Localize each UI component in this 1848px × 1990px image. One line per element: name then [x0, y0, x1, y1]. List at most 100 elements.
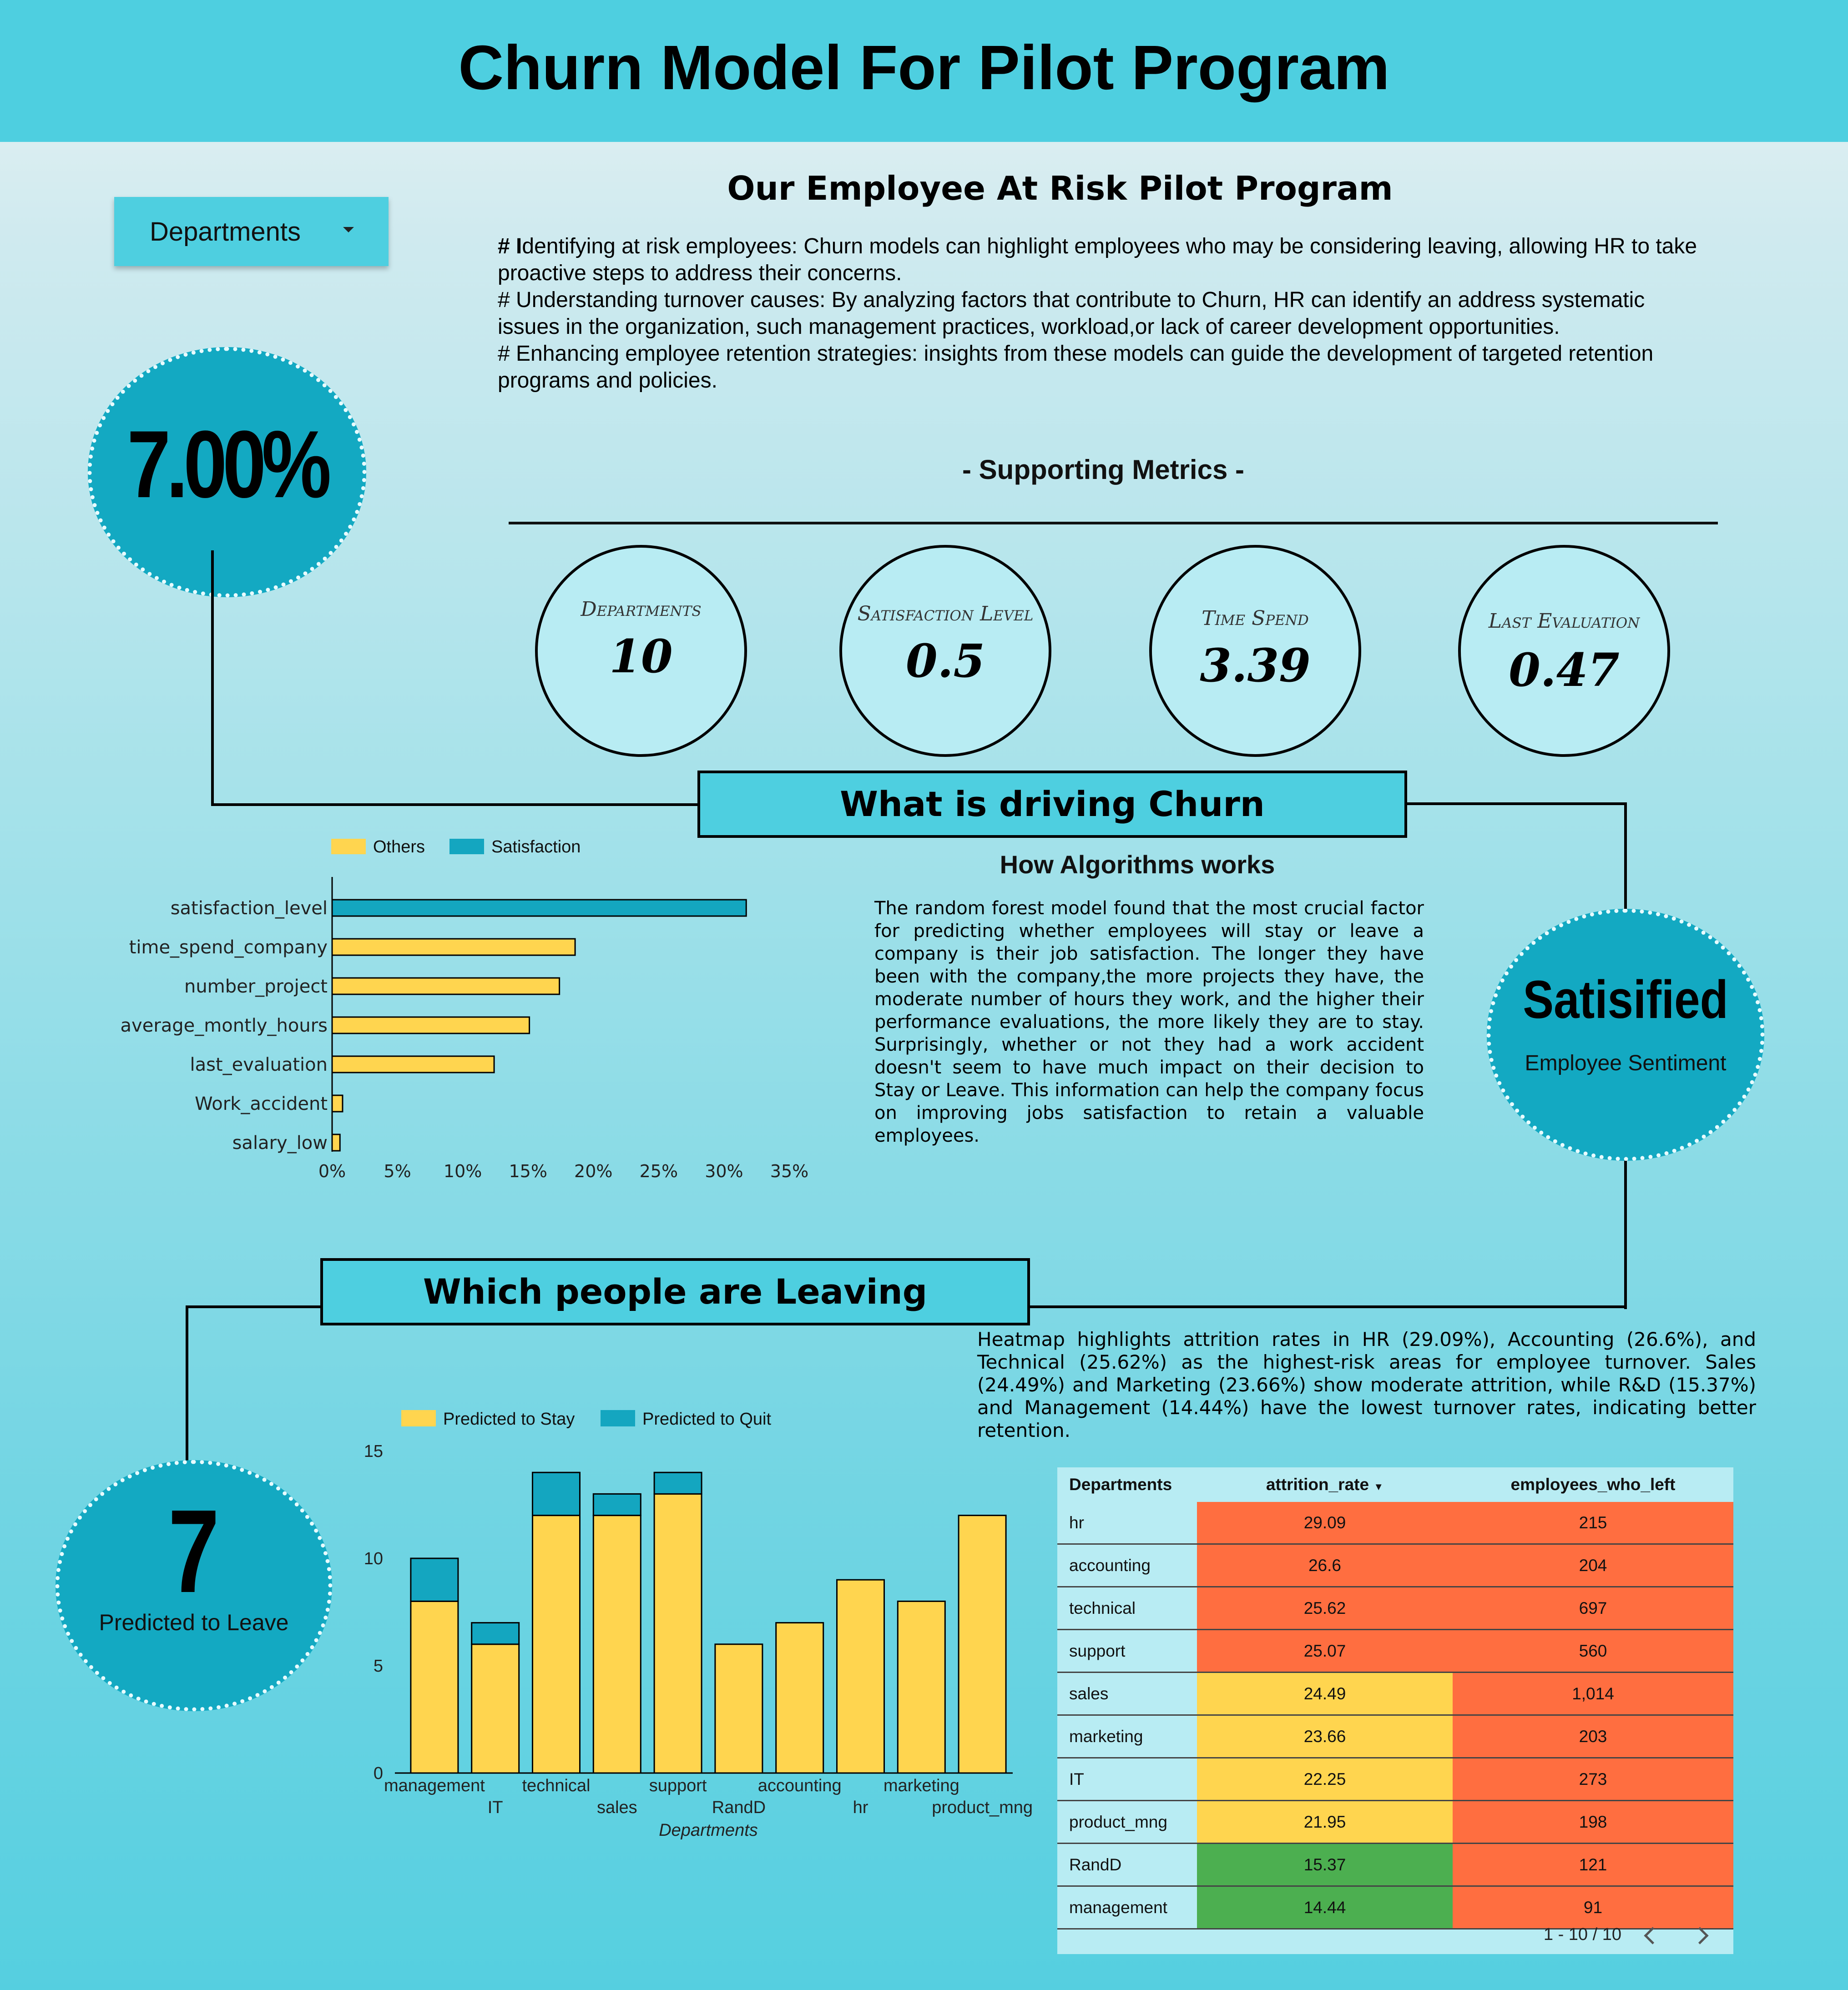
metric-departments: Departments 10 [535, 545, 747, 757]
cell-department: management [1057, 1886, 1197, 1930]
chevron-right-icon[interactable] [1691, 1927, 1709, 1945]
page-title: Churn Model For Pilot Program [458, 33, 1390, 103]
x-tick-label: 20% [574, 1161, 612, 1181]
attrition-table: Departments attrition_rate ▼ employees_w… [1057, 1467, 1733, 1954]
bar-segment [958, 1515, 1007, 1774]
metric-label: Departments [581, 598, 702, 621]
metrics-divider [509, 522, 1718, 524]
sort-desc-icon: ▼ [1373, 1481, 1384, 1492]
program-line-1: # Identifying at risk employees: Churn m… [498, 233, 1703, 287]
table-row: RandD 15.37 121 [1057, 1843, 1733, 1887]
connector-line [1028, 1305, 1627, 1308]
cell-department: product_mng [1057, 1800, 1197, 1844]
heatmap-description: Heatmap highlights attrition rates in HR… [977, 1328, 1756, 1441]
leaving-header: Which people are Leaving [320, 1258, 1030, 1325]
pagination-label: 1 - 10 / 10 [1543, 1925, 1621, 1944]
feature-importance-chart: Others Satisfaction satisfaction_leveltime… [121, 837, 809, 1181]
category-label: salary_low [232, 1133, 328, 1154]
program-description: # Identifying at risk employees: Churn m… [498, 233, 1703, 394]
category-label: average_montly_hours [121, 1015, 328, 1036]
cell-employees-who-left: 215 [1453, 1502, 1733, 1545]
bar-segment [653, 1471, 702, 1495]
bar-segment [532, 1471, 581, 1516]
program-line-text: dentifying at risk employees: Churn mode… [498, 234, 1697, 285]
table-pagination: 1 - 10 / 10 [1057, 1919, 1733, 1954]
table-row: technical 25.62 697 [1057, 1587, 1733, 1630]
chevron-left-icon[interactable] [1644, 1927, 1661, 1945]
cell-attrition-rate: 15.37 [1197, 1843, 1453, 1887]
bar-segment [471, 1622, 520, 1645]
legend-swatch [601, 1410, 635, 1426]
cell-employees-who-left: 121 [1453, 1843, 1733, 1887]
cell-attrition-rate: 26.6 [1197, 1544, 1453, 1587]
bar-segment [592, 1493, 641, 1516]
column-header-employees-who-left[interactable]: employees_who_left [1510, 1475, 1676, 1494]
cell-employees-who-left: 198 [1453, 1800, 1733, 1844]
program-line-lead: # I [498, 234, 522, 258]
bar [331, 1134, 341, 1152]
table-row: product_mng 21.95 198 [1057, 1800, 1733, 1844]
category-label: support [649, 1776, 707, 1795]
metric-value: 10 [609, 630, 673, 683]
cell-employees-who-left: 91 [1453, 1886, 1733, 1930]
cell-attrition-rate: 14.44 [1197, 1886, 1453, 1930]
x-tick-label: 10% [444, 1161, 482, 1181]
metric-value: 3.39 [1200, 639, 1311, 692]
column-header-label: attrition_rate [1266, 1475, 1369, 1494]
churn-rate-value: 7.00% [127, 411, 331, 518]
section-title: What is driving Churn [840, 784, 1265, 824]
cell-employees-who-left: 203 [1453, 1715, 1733, 1758]
legend-swatch [331, 839, 366, 854]
bar [331, 1094, 343, 1113]
category-label: RandD [712, 1798, 766, 1817]
x-tick-label: 35% [770, 1161, 808, 1181]
cell-attrition-rate: 23.66 [1197, 1715, 1453, 1758]
category-label: number_project [184, 976, 328, 997]
cell-employees-who-left: 273 [1453, 1758, 1733, 1801]
x-tick-label: 30% [705, 1161, 743, 1181]
cell-department: hr [1057, 1502, 1197, 1545]
bar-segment [532, 1515, 581, 1774]
y-tick-label: 10 [364, 1549, 383, 1568]
cell-attrition-rate: 29.09 [1197, 1502, 1453, 1545]
cell-department: IT [1057, 1758, 1197, 1801]
bar-segment [471, 1643, 520, 1774]
predicted-leave-label: Predicted to Leave [99, 1610, 289, 1635]
table-header-row: Departments attrition_rate ▼ employees_w… [1057, 1467, 1733, 1502]
cell-employees-who-left: 1,014 [1453, 1672, 1733, 1716]
bar [331, 1016, 530, 1034]
metric-time-spend: Time Spend 3.39 [1149, 545, 1361, 757]
cell-attrition-rate: 24.49 [1197, 1672, 1453, 1716]
department-prediction-chart: Predicted to Stay Predicted to Quit 0 5 10 15… [364, 1410, 1033, 1840]
metric-value: 0.47 [1509, 643, 1620, 697]
table-row: support 25.07 560 [1057, 1629, 1733, 1673]
legend-swatch [449, 839, 484, 854]
x-tick-label: 25% [640, 1161, 678, 1181]
algorithm-description: The random forest model found that the m… [874, 898, 1424, 1146]
predicted-leave-circle [56, 1460, 332, 1711]
table-row: sales 24.49 1,014 [1057, 1672, 1733, 1716]
category-label: IT [488, 1798, 503, 1817]
table-row: management 14.44 91 [1057, 1886, 1733, 1930]
bar-segment [410, 1600, 459, 1774]
dropdown-label: Departments [150, 217, 301, 247]
category-label: Work_accident [195, 1093, 328, 1114]
cell-employees-who-left: 204 [1453, 1544, 1733, 1587]
category-label: time_spend_company [129, 937, 328, 958]
metric-label: Time Spend [1202, 607, 1309, 630]
table-row: IT 22.25 273 [1057, 1758, 1733, 1801]
departments-dropdown[interactable]: Departments [114, 197, 389, 266]
legend-label: Predicted to Stay [443, 1410, 575, 1429]
table-row: accounting 26.6 204 [1057, 1544, 1733, 1587]
table-row: marketing 23.66 203 [1057, 1715, 1733, 1758]
column-header-departments[interactable]: Departments [1069, 1475, 1172, 1494]
connector-line [186, 1305, 188, 1462]
metric-satisfaction-level: Satisfaction Level 0.5 [839, 545, 1051, 757]
section-title: Which people are Leaving [423, 1271, 928, 1312]
connector-line [1624, 1159, 1627, 1309]
cell-employees-who-left: 560 [1453, 1629, 1733, 1673]
connector-line [211, 803, 699, 806]
category-label: hr [853, 1798, 868, 1817]
program-title: Our Employee At Risk Pilot Program [727, 169, 1393, 207]
column-header-attrition-rate[interactable]: attrition_rate ▼ [1197, 1467, 1453, 1502]
